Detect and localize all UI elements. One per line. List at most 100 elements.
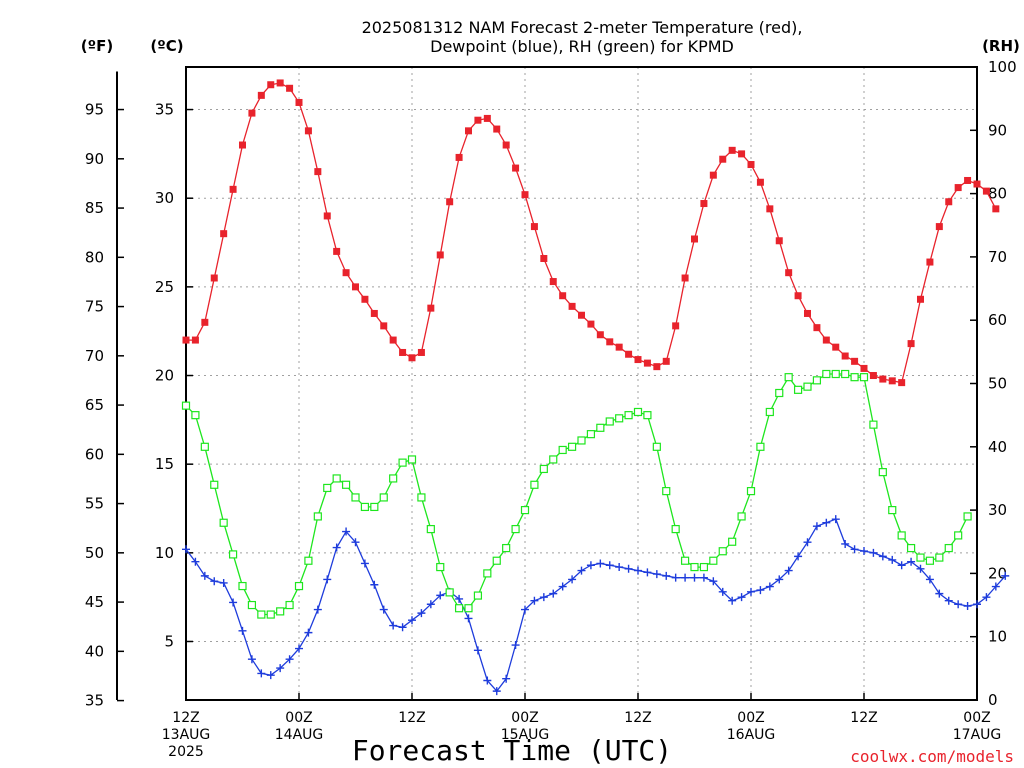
dewpoint-point [464,614,473,623]
rh-point [407,455,417,464]
temperature-point [446,198,454,206]
temperature-point [596,331,604,339]
dewpoint-point [502,674,511,683]
time-tick-label: 13AUG [162,727,211,743]
dewpoint-point [916,564,925,573]
temperature-point [191,336,199,344]
fahrenheit-tick-label: 60 [85,445,104,463]
temperature-point [578,311,585,319]
celsius-tick-label: 15 [155,455,174,473]
dewpoint-point [765,582,774,591]
x-axis-title: Forecast Time (UTC) [352,734,672,767]
temperature-point [380,322,388,330]
time-tick-label: 15AUG [501,727,550,743]
rh-point [728,537,737,546]
rh-point [878,468,887,477]
fahrenheit-unit-label: (ºF) [81,37,113,55]
temperature-point [530,223,538,231]
temperature-point [502,141,510,149]
dewpoint-point [888,555,897,564]
dewpoint-point [370,580,379,589]
temperature-point [436,251,444,259]
fahrenheit-tick-label: 45 [85,593,104,611]
dewpoint-point [285,655,294,664]
dewpoint-point [775,575,784,584]
credit-text: coolwx.com/models [850,747,1014,766]
dewpoint-point [878,552,887,561]
temperature-point [493,125,501,133]
rh-tick-label: 60 [988,311,1007,329]
rh-point [549,455,558,464]
temperature-point [549,278,557,286]
temperature-point [474,116,482,124]
temperature-point [323,212,331,220]
fahrenheit-tick-label: 55 [85,495,104,513]
dewpoint-point [982,593,991,602]
temperature-point [276,79,284,87]
dewpoint-point [841,539,850,548]
temperature-point [662,357,670,365]
dewpoint-point [511,641,520,650]
dewpoint-line [185,518,1006,693]
grid-lines [186,67,977,700]
dewpoint-point [182,545,190,554]
dewpoint-point [652,570,661,579]
dewpoint-point [473,646,482,655]
dewpoint-point [728,596,737,605]
rh-tick-label: 70 [988,248,1007,266]
dewpoint-point [360,559,369,568]
rh-point [643,411,652,420]
rh-point [483,569,492,578]
temperature-point [860,364,868,372]
dewpoint-point [709,577,718,586]
temperature-point [917,295,924,303]
temperature-point [851,357,859,365]
rh-point [624,411,633,420]
temperature-point [794,292,802,300]
dewpoint-point [907,557,916,566]
dewpoint-point [530,596,539,605]
rh-tick-label: 20 [988,564,1007,582]
temperature-point [210,274,218,282]
rh-point [181,401,191,410]
fahrenheit-tick-label: 90 [85,150,104,168]
temperature-point [286,84,294,92]
dewpoint-point [662,571,671,580]
temperature-point [304,127,312,135]
time-tick-label: 00Z [963,710,990,726]
rh-tick-label: 100 [988,58,1017,76]
dewpoint-point [539,593,548,602]
rh-point [341,480,351,489]
dewpoint-point [973,600,981,609]
time-tick-label: 17AUG [953,727,1002,743]
dewpoint-point [812,522,821,531]
dewpoint-point [671,573,680,582]
dewpoint-point [944,596,953,605]
celsius-tick-label: 5 [164,632,174,650]
rh-point [746,487,756,496]
dewpoint-point [737,593,746,602]
rh-point [445,588,454,597]
rh-point [680,556,690,565]
rh-point [605,417,614,426]
rh-tick-label: 90 [988,121,1007,139]
rh-tick-label: 0 [988,691,998,709]
dewpoint-point [605,561,614,570]
temperature-point [822,336,830,344]
temperature-point [182,336,190,344]
dewpoint-point [266,671,275,680]
dewpoint-point [850,545,859,554]
temperature-point [643,359,651,367]
dewpoint-point [794,552,803,561]
dewpoint-point [690,573,699,582]
rh-line [185,373,969,616]
rh-point [935,553,944,562]
temperature-point [615,343,623,351]
rh-point [756,442,765,451]
temperature-point [455,153,463,161]
rh-point [615,414,624,423]
rh-point [464,604,473,613]
rh-point [577,436,586,445]
dewpoint-point [247,655,256,664]
